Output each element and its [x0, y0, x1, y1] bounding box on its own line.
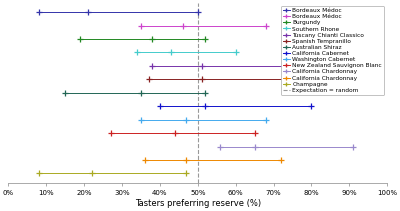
- X-axis label: Tasters preferring reserve (%): Tasters preferring reserve (%): [135, 199, 261, 208]
- Legend: Bordeaux Médoc, Bordeaux Médoc, Burgundy, Southern Rhone, Tuscany Chianti Classi: Bordeaux Médoc, Bordeaux Médoc, Burgundy…: [281, 6, 384, 95]
